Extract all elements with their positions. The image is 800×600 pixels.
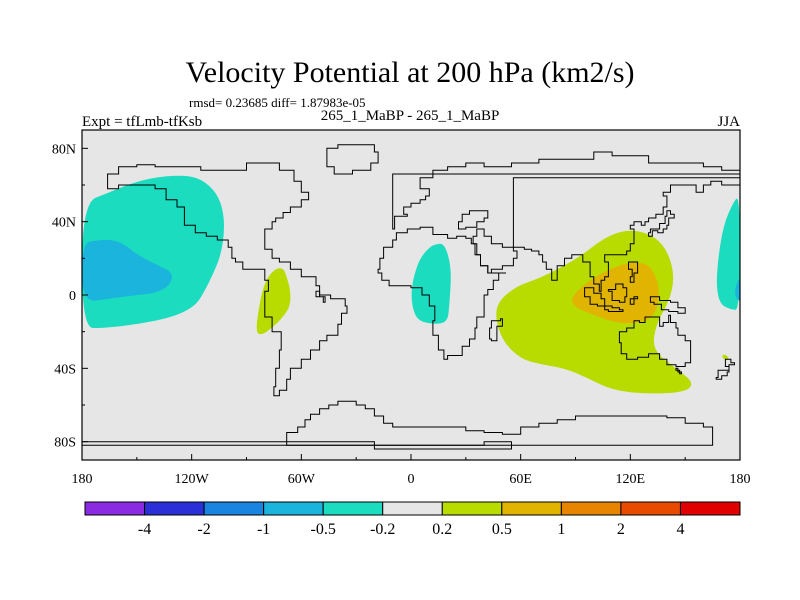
- left-subtitle: Expt = tfLmb-tfKsb: [82, 114, 202, 130]
- stats-label: rmsd= 0.23685 diff= 1.87983e-05: [189, 95, 366, 110]
- colorbar-swatch-7: [501, 501, 562, 516]
- colorbar-label-6: 0.5: [492, 521, 512, 538]
- coastline-17: [649, 296, 686, 314]
- contour-fill-layer: [82, 175, 740, 394]
- contour-region-3: [716, 198, 740, 310]
- contour-region-5: [256, 268, 291, 335]
- right-subtitle: JJA: [717, 114, 740, 130]
- colorbar-label-7: 1: [557, 521, 565, 538]
- y-tick-label-1: 40N: [52, 216, 76, 231]
- colorbar-label-0: -4: [138, 521, 151, 538]
- coastline-12: [648, 210, 675, 237]
- colorbar-swatch-5: [382, 501, 443, 516]
- colorbar-label-4: -0.2: [370, 521, 395, 538]
- coastline-2: [286, 400, 714, 446]
- chart-title: Velocity Potential at 200 hPa (km2/s): [185, 56, 634, 89]
- colorbar-label-8: 2: [617, 521, 625, 538]
- coastline-7: [489, 318, 503, 342]
- colorbar-label-1: -2: [197, 521, 210, 538]
- coastline-6: [377, 226, 506, 360]
- y-tick-label-4: 80S: [54, 436, 76, 451]
- y-tick-label-3: 40S: [54, 362, 76, 377]
- colorbar-swatch-2: [203, 501, 265, 516]
- coastline-18: [618, 314, 692, 367]
- contour-region-2: [411, 243, 451, 324]
- colorbar-swatch-6: [441, 501, 503, 516]
- colorbar-label-2: -1: [257, 521, 270, 538]
- coastline-21: [628, 261, 639, 283]
- colorbar-label-3: -0.5: [311, 521, 336, 538]
- coastline-8: [392, 151, 740, 230]
- x-tick-label-4: 60E: [509, 472, 532, 487]
- colorbar-swatch-8: [560, 501, 622, 516]
- x-tick-label-6: 180: [730, 472, 751, 487]
- colorbar-swatch-10: [679, 501, 741, 516]
- colorbar-swatch-1: [144, 501, 205, 516]
- colorbar-swatch-4: [322, 501, 384, 516]
- coastline-14: [607, 283, 628, 303]
- contour-region-4: [735, 279, 740, 301]
- x-tick-label-2: 60W: [288, 472, 316, 487]
- coastline-15: [604, 305, 624, 312]
- colorbar-label-9: 4: [676, 521, 684, 538]
- colorbar: -4 -2 -1 -0.5 -0.2 0.2 0.5 1 2 4: [84, 501, 741, 538]
- coastline-3: [326, 144, 379, 175]
- y-tick-label-0: 80N: [52, 142, 76, 157]
- center-subtitle: 265_1_MaBP - 265_1_MaBP: [321, 108, 500, 124]
- coastline-5: [315, 290, 326, 303]
- coastline-19: [675, 367, 682, 375]
- contour-region-7: [572, 262, 659, 324]
- colorbar-label-5: 0.2: [432, 521, 452, 538]
- x-tick-label-0: 180: [72, 472, 93, 487]
- map-plot-area: 180 120W 60W 0 60E 120E 180 80N 40N 0 40S 80S: [52, 129, 751, 487]
- coastline-layer: [82, 144, 740, 450]
- contour-region-1: [82, 240, 172, 301]
- x-axis: 180 120W 60W 0 60E 120E 180: [72, 454, 751, 487]
- coastline-4: [107, 162, 348, 397]
- colorbar-swatch-9: [620, 501, 681, 516]
- x-tick-label-1: 120W: [175, 472, 210, 487]
- coastline-20: [715, 358, 735, 380]
- colorbar-swatch-3: [263, 501, 324, 516]
- x-tick-label-3: 0: [408, 472, 415, 487]
- coastline-16: [629, 296, 639, 305]
- coastline-11: [512, 177, 740, 292]
- y-tick-label-2: 0: [69, 289, 76, 304]
- coastline-10: [472, 228, 518, 274]
- colorbar-swatch-0: [84, 501, 146, 516]
- x-tick-label-5: 120E: [616, 472, 646, 487]
- coastline-9: [458, 210, 489, 230]
- y-axis: 80N 40N 0 40S 80S: [52, 142, 88, 451]
